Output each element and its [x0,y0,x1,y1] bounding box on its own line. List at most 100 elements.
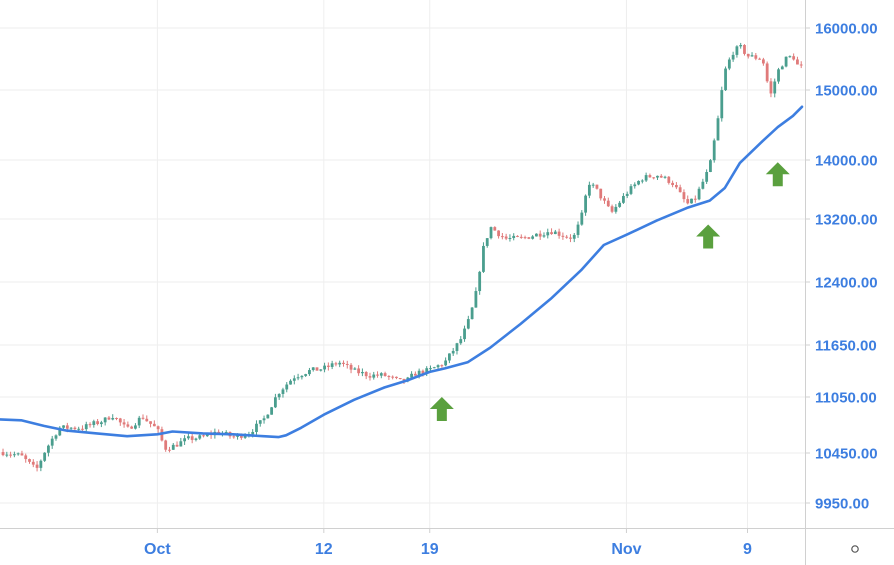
y-axis[interactable]: 16000.00 15000.00 14000.00 13200.00 12400.00… [805,21,878,513]
candle-body [720,90,724,119]
x-tick-label: 9 [743,541,752,558]
candle-body [134,425,137,429]
candle-body [28,459,31,462]
candle-body [387,376,391,378]
candle-body [429,368,432,370]
candle-body [758,58,762,60]
candle-body [410,373,413,378]
candle-body [277,393,281,398]
candle-body [595,184,599,189]
candle-body [141,417,145,419]
candle-body [682,192,686,200]
candle-body [289,380,292,385]
candle-body [535,233,538,237]
candle-body [470,307,474,320]
candle-body [338,362,342,365]
arrow-up-icon [765,162,790,187]
candle-body [652,177,656,179]
candle-body [716,118,720,141]
candle-body [618,202,622,207]
candle-body [663,176,667,178]
candle-body [674,185,678,188]
candle-body [137,417,141,426]
candle-body [43,452,47,461]
candle-body [572,234,576,239]
annotations [429,162,790,421]
candle-body [194,438,198,440]
y-tick-label: 9950.00 [815,496,869,513]
candle-body [88,424,92,426]
candle-body [455,343,459,351]
candle-body [323,365,326,370]
candle-body [614,206,618,212]
candle-body [451,350,455,354]
y-tick-label: 12400.00 [815,275,878,292]
candle-body [311,367,315,371]
candle-body [372,374,376,378]
candle-body [103,417,107,423]
y-tick-label: 15000.00 [815,83,878,100]
candle-body [735,46,739,55]
candle-body [334,363,338,365]
gear-icon [851,545,859,553]
candle-body [648,175,652,178]
candle-body [62,425,65,428]
candle-body [361,372,364,374]
candle-body [20,453,24,456]
candle-body [398,378,402,380]
y-tick-label: 13200.00 [815,212,878,229]
candle-body [118,418,122,423]
candle-body [584,195,587,213]
candle-body [326,365,330,367]
candle-body [81,428,84,430]
candle-body [35,464,39,468]
candle-body [478,271,482,292]
candle-body [383,373,387,377]
y-tick-label: 11650.00 [815,338,877,355]
candle-body [799,64,803,66]
candle-body [315,367,319,371]
axis-settings-button[interactable] [851,545,859,553]
candle-body [678,187,682,193]
candle-body [644,175,648,181]
candle-body [474,291,478,308]
candle-body [792,56,796,60]
candle-body [376,374,379,376]
candle-body [273,397,277,408]
candle-body [796,59,799,65]
candle-body [417,370,421,376]
candle-body [727,59,731,69]
candle-body [512,235,516,239]
candle-body [697,188,701,200]
candles [1,42,803,472]
x-axis[interactable]: Oct 12 19 Nov 9 [144,528,752,558]
candle-body [482,245,485,272]
candle-body [656,175,659,178]
candle-body [769,81,773,94]
candle-body [16,453,20,455]
candle-body [99,422,103,425]
candle-body [205,434,209,437]
candle-body [557,231,561,236]
candle-body [519,236,523,238]
candle-body [319,369,323,371]
candle-body [224,432,228,434]
candle-body [368,376,372,378]
candle-body [69,427,73,429]
candle-body [239,434,243,438]
candle-body [156,426,160,430]
candle-body [186,436,190,439]
candle-body [175,444,179,447]
moving-average-line [0,105,804,439]
candle-body [629,186,633,194]
candle-body [232,436,236,438]
candle-body [152,423,156,427]
candle-body [599,188,603,199]
candle-body [591,184,595,186]
grid [0,0,805,528]
candle-body [54,435,58,439]
candle-body [561,235,565,237]
candle-body [693,198,697,200]
candle-body [508,238,512,240]
